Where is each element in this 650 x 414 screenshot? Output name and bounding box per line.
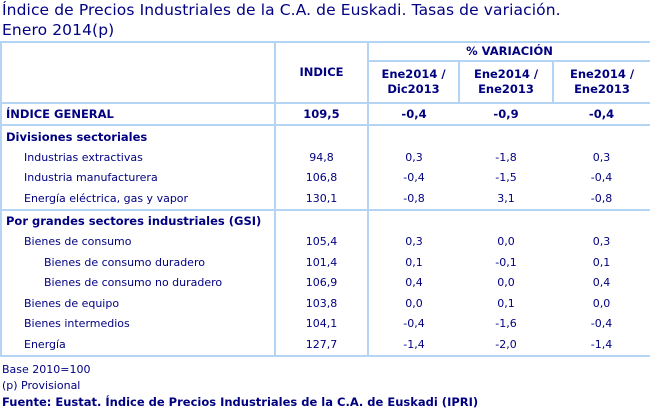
section-title: Por grandes sectores industriales (GSI) — [0, 209, 276, 232]
row-indice: 101,4 — [275, 252, 369, 273]
row-v2: -0,9 — [459, 103, 553, 126]
row-label: ÍNDICE GENERAL — [0, 103, 276, 126]
row-v1: 0,0 — [405, 296, 423, 310]
row-indice: 94,8 — [275, 147, 369, 168]
row-indice: 109,5 — [275, 103, 369, 126]
row-v2: -0,1 — [495, 255, 517, 269]
table-row: Bienes intermedios 104,1 -0,4 -1,6 -0,4 — [0, 313, 650, 334]
table-title: Índice de Precios Industriales de la C.A… — [2, 0, 650, 40]
row-indice: 127,7 — [275, 334, 369, 357]
section-header: Divisiones sectoriales — [0, 125, 650, 147]
table-row: Bienes de consumo 105,4 0,3 0,0 0,3 — [0, 231, 650, 252]
row-v3: -0,8 — [553, 188, 650, 211]
row-v1: -0,8 — [368, 188, 459, 211]
title-line-2: Enero 2014(p) — [2, 21, 115, 39]
table-row: Energía eléctrica, gas y vapor 130,1 -0,… — [0, 188, 650, 211]
section-header: Por grandes sectores industriales (GSI) — [0, 209, 650, 232]
table-row: Energía 127,7 -1,4 -2,0 -1,4 — [0, 334, 650, 357]
row-indice: 106,8 — [275, 167, 369, 188]
row-indice: 105,4 — [275, 231, 369, 252]
row-indice: 103,8 — [275, 293, 369, 314]
table-row: Industrias extractivas 94,8 0,3 -1,8 0,3 — [0, 147, 650, 168]
table-row: Bienes de consumo no duradero 106,9 0,4 … — [0, 272, 650, 293]
row-label: Bienes intermedios — [0, 313, 276, 334]
header-col-3: Ene2014 /Ene2013 — [552, 61, 650, 104]
row-indice-general: ÍNDICE GENERAL 109,5 -0,4 -0,9 -0,4 — [0, 103, 650, 126]
table-row: Bienes de equipo 103,8 0,0 0,1 0,0 — [0, 293, 650, 314]
row-v1: -0,4 — [368, 103, 459, 126]
row-v3: 0,3 — [553, 231, 650, 252]
footnote-provisional: (p) Provisional — [2, 379, 81, 392]
row-v1: 0,4 — [405, 276, 423, 290]
row-v3: 0,4 — [553, 272, 650, 293]
row-v1: -0,4 — [403, 171, 425, 185]
row-label: Bienes de consumo — [0, 231, 276, 252]
row-indice: 130,1 — [275, 188, 369, 211]
row-indice: 106,9 — [275, 272, 369, 293]
row-v2: -1,8 — [495, 150, 517, 164]
row-label: Energía eléctrica, gas y vapor — [0, 188, 276, 211]
row-label: Energía — [0, 334, 276, 357]
row-v3: 0,3 — [553, 147, 650, 168]
row-v2: -1,5 — [495, 171, 517, 185]
price-index-table: INDICE % VARIACIÓN Ene2014 /Dic2013 Ene2… — [0, 41, 650, 357]
header-col-2: Ene2014 /Ene2013 — [458, 61, 553, 104]
row-v2: -2,0 — [459, 334, 553, 357]
row-label: Bienes de consumo no duradero — [0, 272, 276, 293]
row-v1: -0,4 — [403, 317, 425, 331]
header-col-1: Ene2014 /Dic2013 — [368, 61, 459, 104]
row-v3: -0,4 — [553, 103, 650, 126]
row-v1: 0,3 — [405, 150, 423, 164]
row-label: Industrias extractivas — [0, 147, 276, 168]
row-v3: 0,1 — [553, 252, 650, 273]
row-v2: -1,6 — [495, 317, 517, 331]
row-v1: -1,4 — [368, 334, 459, 357]
row-v1: 0,3 — [405, 235, 423, 249]
row-v3: 0,0 — [553, 293, 650, 314]
row-v2: 3,1 — [459, 188, 553, 211]
header-label-empty — [0, 41, 276, 104]
header-variacion: % VARIACIÓN — [368, 41, 650, 62]
table-row: Industria manufacturera 106,8 -0,4 -1,5 … — [0, 167, 650, 188]
row-v1: 0,1 — [405, 255, 423, 269]
footnote-source: Fuente: Eustat. Índice de Precios Indust… — [2, 395, 479, 409]
row-label: Bienes de equipo — [0, 293, 276, 314]
row-v3: -0,4 — [553, 167, 650, 188]
row-v3: -1,4 — [553, 334, 650, 357]
row-v2: 0,0 — [497, 235, 515, 249]
header-indice: INDICE — [275, 41, 369, 104]
row-indice: 104,1 — [275, 313, 369, 334]
row-v3: -0,4 — [553, 313, 650, 334]
footnote-base: Base 2010=100 — [2, 363, 91, 376]
title-line-1: Índice de Precios Industriales de la C.A… — [2, 1, 561, 19]
row-label: Industria manufacturera — [0, 167, 276, 188]
table-row: Bienes de consumo duradero 101,4 0,1 -0,… — [0, 252, 650, 273]
row-v2: 0,0 — [497, 276, 515, 290]
section-title: Divisiones sectoriales — [0, 125, 276, 147]
row-v2: 0,1 — [497, 296, 515, 310]
row-label: Bienes de consumo duradero — [0, 252, 276, 273]
